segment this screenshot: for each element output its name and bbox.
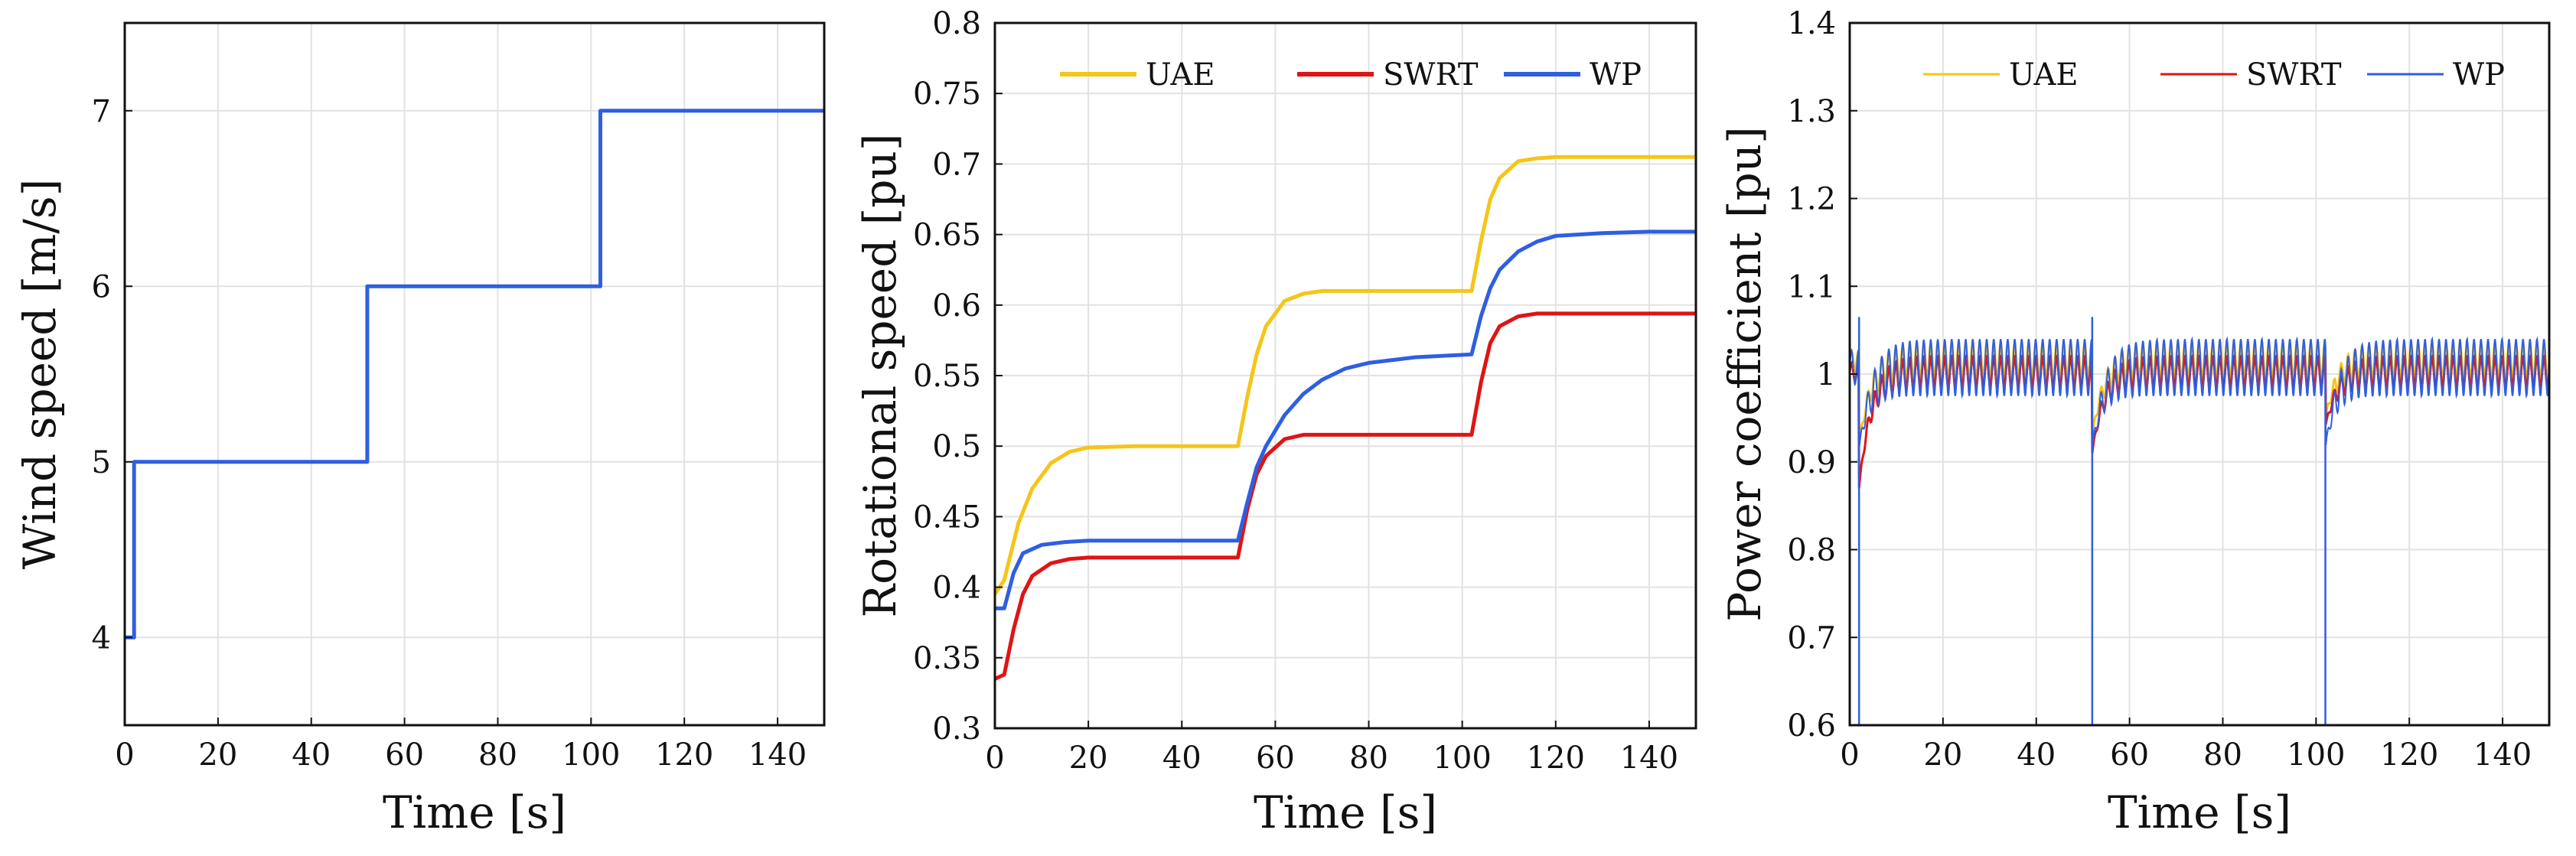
legend-label-wp: WP — [1590, 57, 1642, 93]
x-tick-label: 20 — [198, 737, 237, 773]
x-tick-label: 80 — [1349, 740, 1388, 776]
y-tick-label: 1.2 — [1787, 182, 1836, 217]
y-tick-label: 4 — [92, 620, 111, 656]
x-tick-label: 40 — [1162, 740, 1202, 776]
y-tick-label: 0.6 — [932, 288, 981, 324]
y-tick-label: 7 — [92, 94, 111, 129]
x-tick-label: 120 — [1527, 740, 1585, 776]
y-tick-label: 5 — [92, 445, 111, 480]
x-tick-label: 20 — [1069, 740, 1108, 776]
y-tick-label: 1 — [1817, 357, 1836, 392]
x-tick-label: 140 — [748, 737, 807, 773]
x-tick-label: 60 — [385, 737, 424, 773]
y-tick-label: 0.3 — [932, 711, 981, 747]
legend-label-swrt: SWRT — [2246, 57, 2342, 93]
x-tick-label: 100 — [2287, 737, 2345, 773]
axes-frame — [123, 21, 826, 727]
x-tick-label: 0 — [115, 737, 134, 773]
x-tick-label: 120 — [2380, 737, 2438, 773]
rotational-speed-panel: 0 20 40 60 80 100 120 140 0.3 0.35 0.4 0.45 0.5 0.55 0… — [854, 6, 1697, 838]
y-tick-label: 0.8 — [932, 6, 981, 41]
y-tick-label: 0.35 — [913, 641, 981, 676]
x-tick-label: 80 — [2203, 737, 2242, 773]
x-tick-label: 80 — [478, 737, 517, 773]
x-tick-label: 100 — [1433, 740, 1491, 776]
plot-area — [1850, 317, 2549, 725]
series-line-wp — [1850, 336, 2549, 449]
y-tick-label: 0.7 — [932, 147, 981, 182]
x-tick-label: 140 — [2473, 737, 2532, 773]
legend-label-swrt: SWRT — [1383, 57, 1479, 93]
y-axis-label: Power coefficient [pu] — [1719, 126, 1771, 621]
y-tick-label: 0.8 — [1787, 533, 1836, 568]
x-tick-label: 0 — [1840, 737, 1859, 773]
x-tick-label: 20 — [1923, 737, 1962, 773]
y-tick-label: 0.5 — [932, 429, 981, 464]
x-tick-label: 40 — [2017, 737, 2056, 773]
x-tick-label: 100 — [562, 737, 620, 773]
x-tick-label: 140 — [1620, 740, 1678, 776]
x-axis-label: Time [s] — [2108, 786, 2291, 838]
series-line — [125, 109, 824, 640]
y-tick-label: 0.6 — [1787, 708, 1836, 744]
y-tick-label: 0.9 — [1787, 445, 1836, 480]
series-line-swrt — [995, 311, 1696, 681]
series-line-uae — [995, 155, 1696, 596]
x-axis-label: Time [s] — [383, 786, 566, 838]
x-axis-label: Time [s] — [1254, 786, 1437, 838]
legend-label-uae: UAE — [2009, 57, 2079, 93]
y-tick-label: 0.45 — [913, 500, 981, 535]
series-line-wp — [995, 229, 1696, 610]
x-tick-label: 60 — [1256, 740, 1295, 776]
y-tick-label: 6 — [92, 269, 111, 304]
legend-label-wp: WP — [2453, 57, 2505, 93]
y-tick-label: 1.3 — [1787, 94, 1836, 129]
x-tick-label: 120 — [655, 737, 713, 773]
wind-speed-panel: 0 20 40 60 80 100 120 140 4 5 6 7 Time [s] Wind speed… — [14, 21, 826, 838]
legend-label-uae: UAE — [1146, 57, 1215, 93]
y-tick-label: 1.4 — [1787, 6, 1836, 41]
y-axis-label: Wind speed [m/s] — [14, 179, 66, 570]
y-axis-label: Rotational speed [pu] — [854, 133, 906, 617]
y-tick-label: 0.65 — [913, 218, 981, 253]
series-line-swrt — [1850, 353, 2549, 489]
x-tick-label: 40 — [292, 737, 331, 773]
y-tick-label: 0.7 — [1787, 620, 1836, 656]
plot-area — [125, 109, 824, 640]
y-tick-label: 0.75 — [913, 76, 981, 112]
y-tick-label: 0.55 — [913, 359, 981, 394]
y-tick-label: 1.1 — [1787, 269, 1836, 304]
x-tick-label: 60 — [2110, 737, 2149, 773]
plot-area — [995, 155, 1696, 681]
power-coefficient-panel: 0 20 40 60 80 100 120 140 0.6 0.7 0.8 0.9 1 1.1 1.2 1.3… — [1719, 6, 2551, 838]
x-tick-label: 0 — [985, 740, 1004, 776]
y-tick-label: 0.4 — [932, 571, 981, 606]
